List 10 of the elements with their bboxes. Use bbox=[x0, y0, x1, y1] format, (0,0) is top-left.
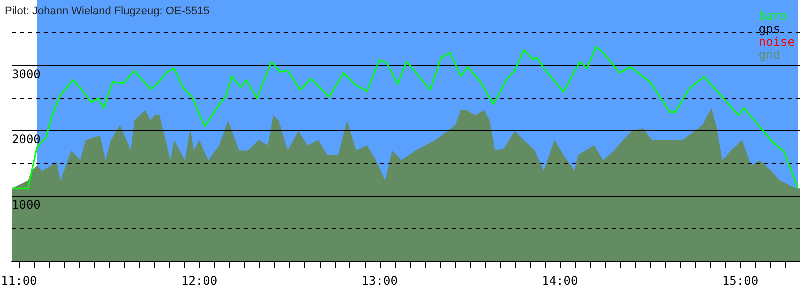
legend-label: gps bbox=[758, 22, 781, 36]
x-tick-label: 14:00 bbox=[542, 274, 578, 288]
x-tick-label: 13:00 bbox=[362, 274, 398, 288]
x-tick-label: 15:00 bbox=[722, 274, 759, 288]
x-tick-label: 11:00 bbox=[1, 274, 38, 288]
text: baro bbox=[758, 9, 788, 23]
legend-label: noise bbox=[758, 35, 795, 49]
y-tick-label: 1000 bbox=[12, 198, 41, 212]
x-tick-label: 12:00 bbox=[181, 274, 218, 288]
text: gnd bbox=[758, 48, 781, 62]
